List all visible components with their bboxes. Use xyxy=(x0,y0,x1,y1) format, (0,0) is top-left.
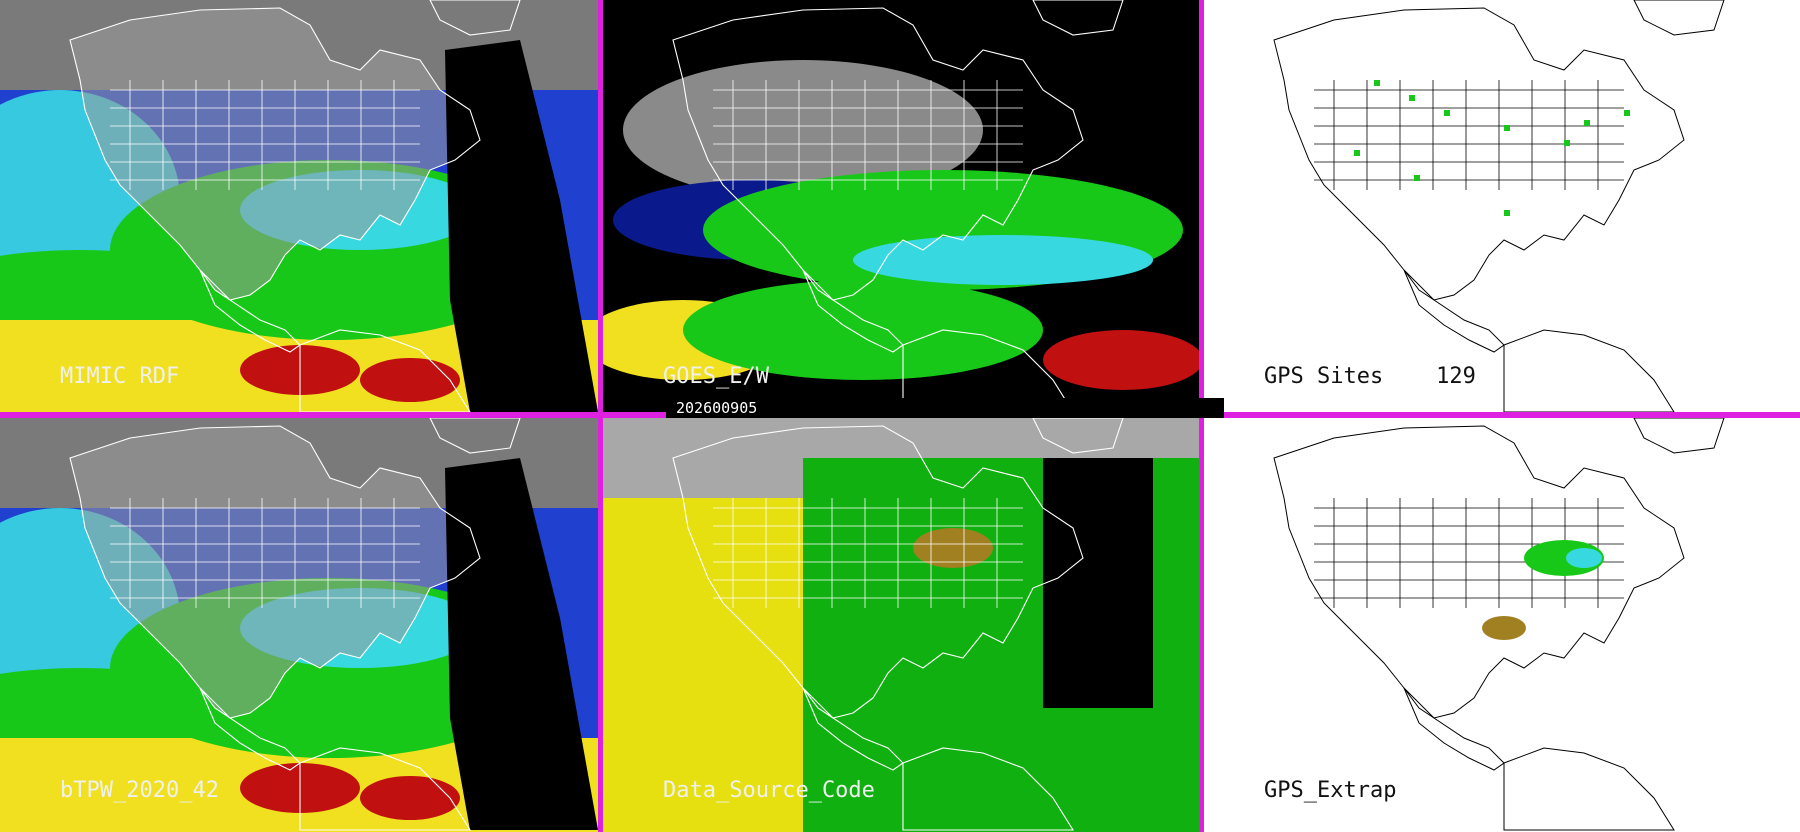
map-btpw xyxy=(0,418,598,832)
panel-label: Data_Source_Code xyxy=(663,778,875,803)
coastline-north-america xyxy=(672,7,1084,301)
panel-btpw: bTPW_2020_42 xyxy=(0,418,598,832)
coastline-north-america xyxy=(69,7,481,301)
timestamp-bar: 202600905 xyxy=(666,398,1224,418)
coastline-central-america xyxy=(1403,687,1505,771)
coastline-greenland xyxy=(429,0,521,36)
gps-extrap-area xyxy=(1482,616,1526,640)
coastline-north-america xyxy=(672,425,1084,719)
gps-site-marker xyxy=(1504,125,1510,131)
coastline-south-america xyxy=(299,329,471,412)
coastline-north-america xyxy=(1273,425,1685,719)
map-goes xyxy=(603,0,1199,412)
coastline-north-america xyxy=(69,425,481,719)
moisture-band xyxy=(360,358,460,402)
map-data-source xyxy=(603,418,1199,832)
gps-site-marker xyxy=(1504,210,1510,216)
map-mimic-rdf xyxy=(0,0,598,412)
panel-label: GPS_Extrap xyxy=(1264,778,1397,803)
panel-gps-sites: GPS Sites 129 xyxy=(1204,0,1800,412)
map-gps-sites xyxy=(1273,0,1725,412)
map-gps-extrap xyxy=(1273,418,1725,831)
land-dry xyxy=(70,426,480,718)
panel-data-source: Data_Source_Code xyxy=(603,418,1199,832)
panel-label: GPS Sites 129 xyxy=(1264,364,1476,389)
gps-site-marker xyxy=(1409,95,1415,101)
panel-mimic-rdf: MIMIC RDF xyxy=(0,0,598,412)
coastline-south-america xyxy=(902,329,1074,412)
coastline-central-america xyxy=(802,269,904,353)
missing-data xyxy=(1043,458,1153,708)
coastline-south-america xyxy=(1503,329,1675,412)
moisture-band xyxy=(683,280,1043,380)
missing-data xyxy=(445,40,598,412)
coastline-central-america xyxy=(1403,269,1505,353)
moisture-band xyxy=(853,235,1153,285)
land-dry xyxy=(70,8,480,300)
source-gps xyxy=(913,528,993,568)
coastline-south-america xyxy=(299,747,471,831)
panel-gps-extrap: GPS_Extrap xyxy=(1204,418,1800,832)
gps-extrap-area xyxy=(1566,548,1602,568)
moisture-band xyxy=(360,776,460,820)
coastline-central-america xyxy=(802,687,904,771)
coastline-greenland xyxy=(1633,0,1725,36)
coastline-central-america xyxy=(199,269,301,353)
missing-data xyxy=(445,458,598,830)
gps-site-marker xyxy=(1374,80,1380,86)
cloud-free-area xyxy=(623,60,983,200)
coastline-greenland xyxy=(1633,418,1725,454)
coastline-south-america xyxy=(1503,747,1675,831)
gps-site-marker xyxy=(1354,150,1360,156)
coastline-greenland xyxy=(429,418,521,454)
gps-site-marker xyxy=(1564,140,1570,146)
panel-label: bTPW_2020_42 xyxy=(60,778,219,803)
gps-site-marker xyxy=(1624,110,1630,116)
panel-label: GOES_E/W xyxy=(663,364,769,389)
panel-label: MIMIC RDF xyxy=(60,364,180,389)
source-region-west xyxy=(603,498,803,832)
coastline-north-america xyxy=(1273,7,1685,301)
coastline-greenland xyxy=(1032,418,1124,454)
gps-site-marker xyxy=(1414,175,1420,181)
panel-goes: GOES_E/W xyxy=(603,0,1199,412)
coastline-greenland xyxy=(1032,0,1124,36)
gps-site-marker xyxy=(1584,120,1590,126)
coastline-south-america xyxy=(902,747,1074,831)
gps-site-marker xyxy=(1444,110,1450,116)
coastline-central-america xyxy=(199,687,301,771)
moisture-band xyxy=(1043,330,1199,390)
